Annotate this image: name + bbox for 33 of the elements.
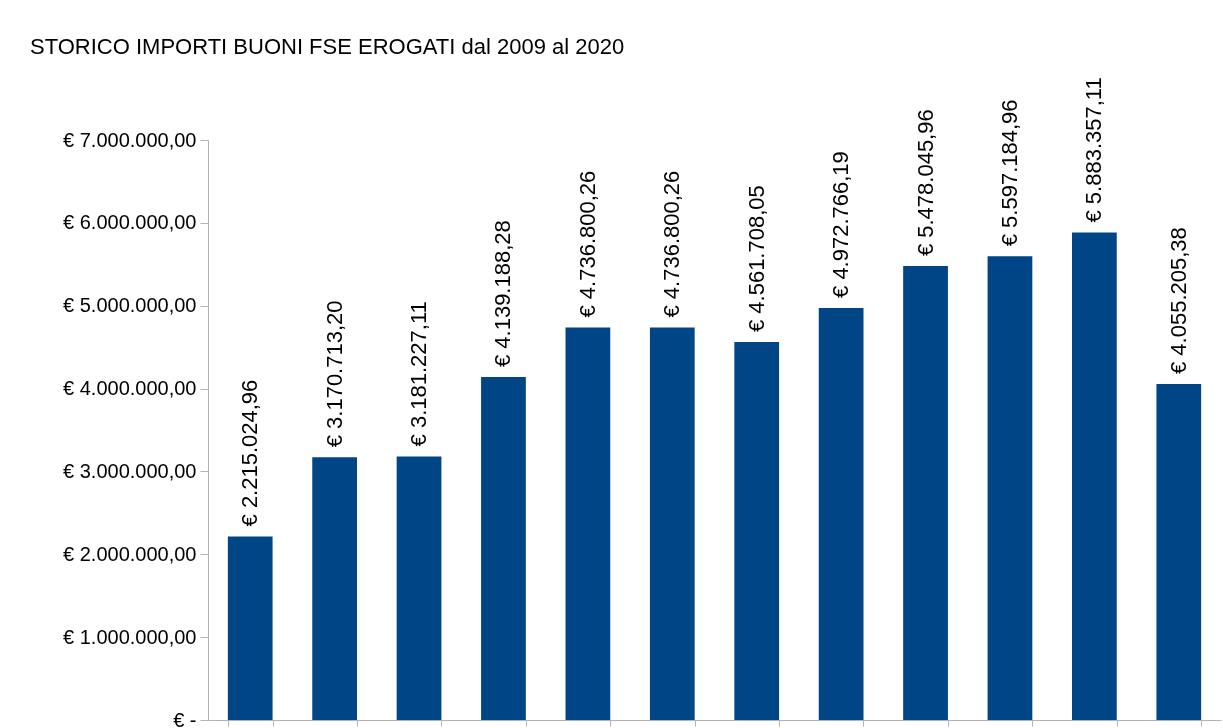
y-tick-label: € 7.000.000,00: [63, 128, 197, 151]
y-tick-label: € 1.000.000,00: [63, 625, 197, 648]
bar: [1156, 384, 1202, 720]
data-label: € 4.736.800,26: [659, 170, 685, 318]
y-tick-label: € 4.000.000,00: [63, 377, 197, 400]
bar: [987, 256, 1033, 720]
data-label: € 5.478.045,96: [912, 109, 938, 257]
bar: [565, 327, 611, 720]
data-label: € 4.139.188,28: [490, 220, 516, 368]
bar: [818, 307, 864, 720]
y-tick-label: € 2.000.000,00: [63, 542, 197, 565]
bar: [649, 327, 695, 720]
chart-title: STORICO IMPORTI BUONI FSE EROGATI dal 2009 al 2020: [30, 34, 625, 59]
bar: [312, 457, 357, 720]
bar: [227, 536, 273, 720]
bar: [903, 266, 948, 720]
data-label: € 4.972.766,19: [828, 151, 854, 298]
y-tick-label: € 3.000.000,00: [63, 459, 197, 482]
data-label: € 5.597.184,96: [996, 99, 1022, 247]
bar: [481, 377, 526, 720]
data-label: € 4.736.800,26: [574, 170, 600, 318]
data-label: € 2.215.024,96: [237, 379, 263, 527]
y-tick-label: € -: [173, 708, 197, 728]
data-label: € 3.181.227,11: [406, 301, 432, 447]
y-tick-label: € 5.000.000,00: [63, 294, 197, 317]
data-label: € 4.561.708,05: [743, 185, 769, 333]
y-tick-label: € 6.000.000,00: [63, 211, 197, 234]
data-label: € 3.170.713,20: [321, 300, 347, 448]
bar: [1072, 232, 1117, 720]
bar: [734, 342, 780, 720]
data-label: € 4.055.205,38: [1165, 227, 1191, 374]
data-label: € 5.883.357,11: [1081, 77, 1107, 223]
bar: [396, 456, 442, 720]
